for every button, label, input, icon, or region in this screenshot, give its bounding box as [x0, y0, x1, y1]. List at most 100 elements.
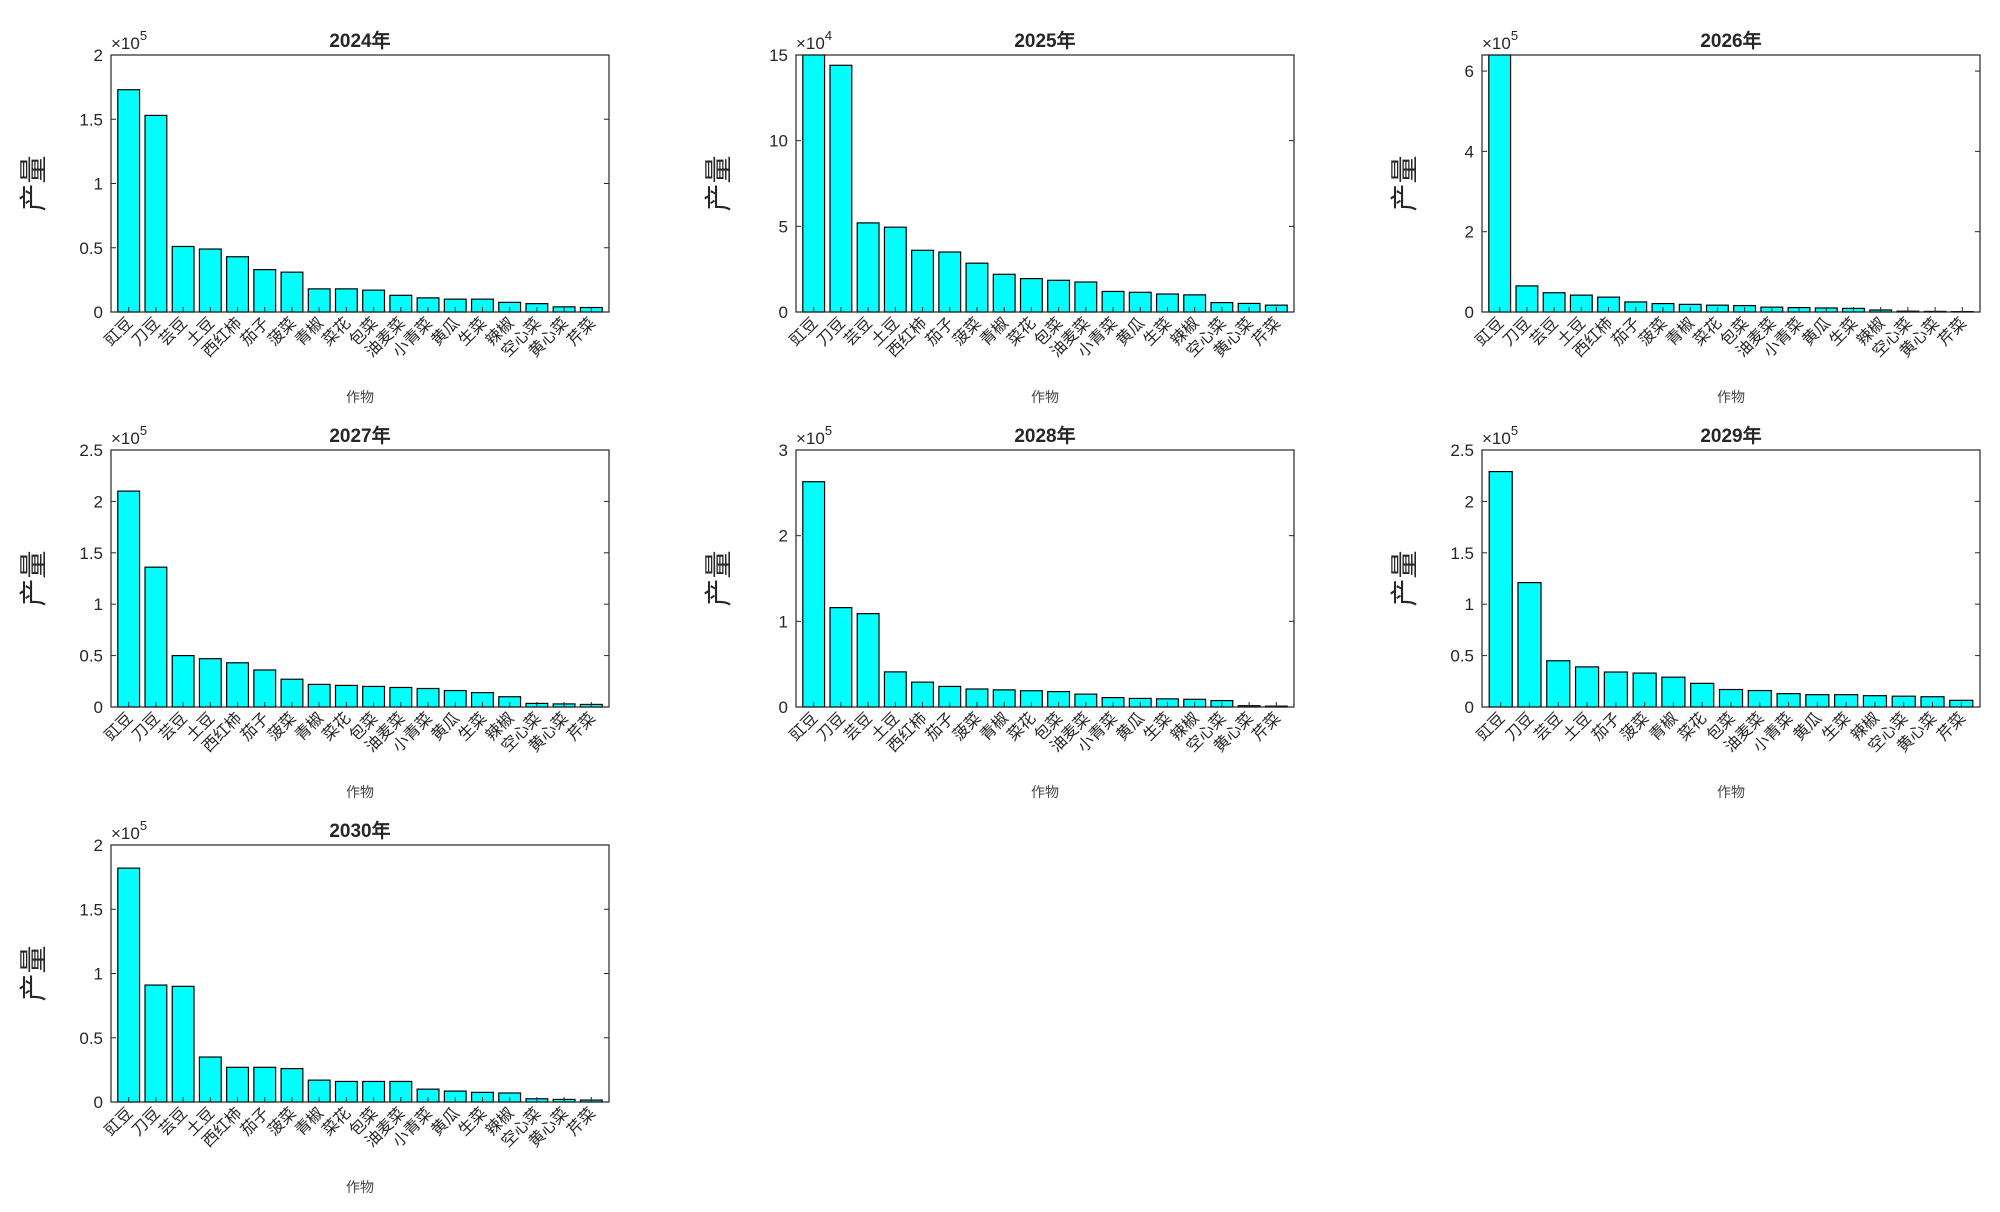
bar-豇豆 — [117, 867, 141, 1103]
y-tick-label: 2.5 — [1450, 441, 1474, 460]
x-axis-label: 作物 — [1031, 784, 1059, 800]
exponent-base: ×10 — [1482, 429, 1511, 448]
bar-土豆 — [1574, 666, 1600, 708]
y-axis-label: 产量 — [17, 550, 50, 606]
bar-刀豆 — [144, 114, 168, 313]
axes-box — [795, 449, 1295, 708]
y-tick-label: 2 — [779, 527, 788, 546]
y-tick-label: 6 — [1465, 62, 1474, 81]
x-tick-label: 土豆 — [1559, 708, 1595, 744]
y-tick-label: 2.5 — [79, 441, 103, 460]
x-axis-label: 作物 — [1717, 784, 1745, 800]
bar-西红柿 — [226, 662, 250, 708]
x-tick-label: 菜花 — [1674, 708, 1710, 744]
x-axis-label: 作物 — [1717, 389, 1745, 405]
bar-土豆 — [883, 671, 907, 708]
chart-1: 豇豆刀豆芸豆土豆西红柿茄子菠菜青椒菜花包菜油麦菜小青菜黄瓜生菜辣椒空心菜黄心菜芹… — [17, 28, 610, 405]
bar-豇豆 — [117, 89, 141, 313]
y-tick-label: 0 — [94, 303, 103, 322]
x-tick-label: 生菜 — [1818, 708, 1854, 744]
bar-西红柿 — [911, 249, 935, 313]
bar-茄子 — [938, 251, 962, 313]
bar-芸豆 — [856, 613, 880, 708]
y-tick-label: 2 — [94, 492, 103, 511]
bar-茄子 — [253, 269, 277, 313]
bar-菠菜 — [1632, 672, 1657, 708]
bar-豇豆 — [802, 481, 826, 708]
axes-box — [795, 54, 1295, 313]
y-tick-label: 1.5 — [79, 544, 103, 563]
x-tick-label: 芹菜 — [563, 1103, 599, 1139]
exponent-power: 5 — [1511, 28, 1518, 43]
x-tick-label: 黄瓜 — [1789, 708, 1825, 744]
x-tick-label: 刀豆 — [1501, 708, 1537, 744]
bar-豇豆 — [117, 490, 141, 708]
chart-2: 豇豆刀豆芸豆土豆西红柿茄子菠菜青椒菜花包菜油麦菜小青菜黄瓜生菜辣椒空心菜黄心菜芹… — [702, 28, 1295, 405]
y-tick-label: 0 — [1465, 698, 1474, 717]
y-tick-label: 1 — [94, 595, 103, 614]
y-tick-label: 2 — [1465, 492, 1474, 511]
axes-box — [110, 844, 610, 1103]
bar-芸豆 — [1546, 660, 1571, 708]
y-tick-label: 1.5 — [79, 110, 103, 129]
chart-title: 2026年 — [1700, 29, 1761, 52]
x-tick-label: 芹菜 — [1248, 313, 1284, 349]
bar-菜花 — [1019, 277, 1043, 313]
exponent-power: 5 — [140, 818, 147, 833]
bar-土豆 — [198, 658, 222, 708]
x-tick-label: 芹菜 — [563, 708, 599, 744]
chart-5: 豇豆刀豆芸豆土豆西红柿茄子菠菜青椒菜花包菜油麦菜小青菜黄瓜生菜辣椒空心菜黄心菜芹… — [702, 423, 1295, 800]
y-tick-label: 2 — [94, 46, 103, 65]
bar-芸豆 — [856, 222, 880, 313]
y-tick-label: 0.5 — [1450, 647, 1474, 666]
x-axis-label: 作物 — [1031, 389, 1059, 405]
chart-6: 豇豆刀豆芸豆土豆茄子菠菜青椒菜花包菜油麦菜小青菜黄瓜生菜辣椒空心菜黄心菜芹菜00… — [1388, 423, 1981, 800]
y-tick-label: 0.5 — [79, 1029, 103, 1048]
bar-青椒 — [992, 273, 1016, 313]
plot-area — [1482, 55, 1980, 312]
exponent-base: ×10 — [1482, 34, 1511, 53]
y-tick-label: 5 — [779, 217, 788, 236]
exponent-label: ×105 — [111, 818, 147, 843]
bar-茄子 — [253, 1066, 277, 1103]
bar-豇豆 — [1488, 470, 1513, 708]
exponent-power: 5 — [1511, 423, 1518, 438]
y-axis-label: 产量 — [702, 550, 735, 606]
y-tick-label: 1 — [779, 612, 788, 631]
bar-西红柿 — [226, 256, 250, 313]
chart-title: 2027年 — [329, 424, 390, 447]
y-tick-label: 1 — [94, 175, 103, 194]
axes-box — [110, 449, 610, 708]
exponent-label: ×105 — [796, 423, 832, 448]
x-tick-label: 芹菜 — [563, 313, 599, 349]
bar-土豆 — [883, 226, 907, 313]
chart-title: 2029年 — [1700, 424, 1761, 447]
y-axis-label: 产量 — [702, 155, 735, 211]
y-tick-label: 0 — [1465, 303, 1474, 322]
exponent-label: ×104 — [796, 28, 832, 53]
y-tick-label: 15 — [769, 46, 788, 65]
y-tick-label: 1 — [94, 965, 103, 984]
x-tick-label: 芸豆 — [1530, 708, 1566, 744]
bar-菠菜 — [965, 262, 989, 313]
x-tick-label: 豇豆 — [1472, 708, 1508, 744]
x-tick-label: 茄子 — [1588, 708, 1624, 744]
x-tick-label: 青椒 — [1645, 708, 1681, 744]
bar-芸豆 — [171, 245, 195, 313]
x-axis-label: 作物 — [346, 389, 374, 405]
y-tick-label: 0 — [779, 303, 788, 322]
axes-box — [1481, 449, 1981, 708]
exponent-base: ×10 — [111, 34, 140, 53]
bar-菠菜 — [280, 271, 304, 313]
bar-刀豆 — [829, 607, 853, 708]
bar-土豆 — [198, 1056, 222, 1103]
y-tick-label: 1.5 — [79, 900, 103, 919]
exponent-base: ×10 — [796, 429, 825, 448]
bar-土豆 — [198, 248, 222, 313]
y-tick-label: 2 — [94, 836, 103, 855]
x-tick-label: 菠菜 — [1616, 708, 1652, 744]
bar-豇豆 — [1488, 54, 1512, 313]
chart-title: 2028年 — [1014, 424, 1075, 447]
bar-刀豆 — [1517, 582, 1542, 708]
chart-title: 2024年 — [329, 29, 390, 52]
